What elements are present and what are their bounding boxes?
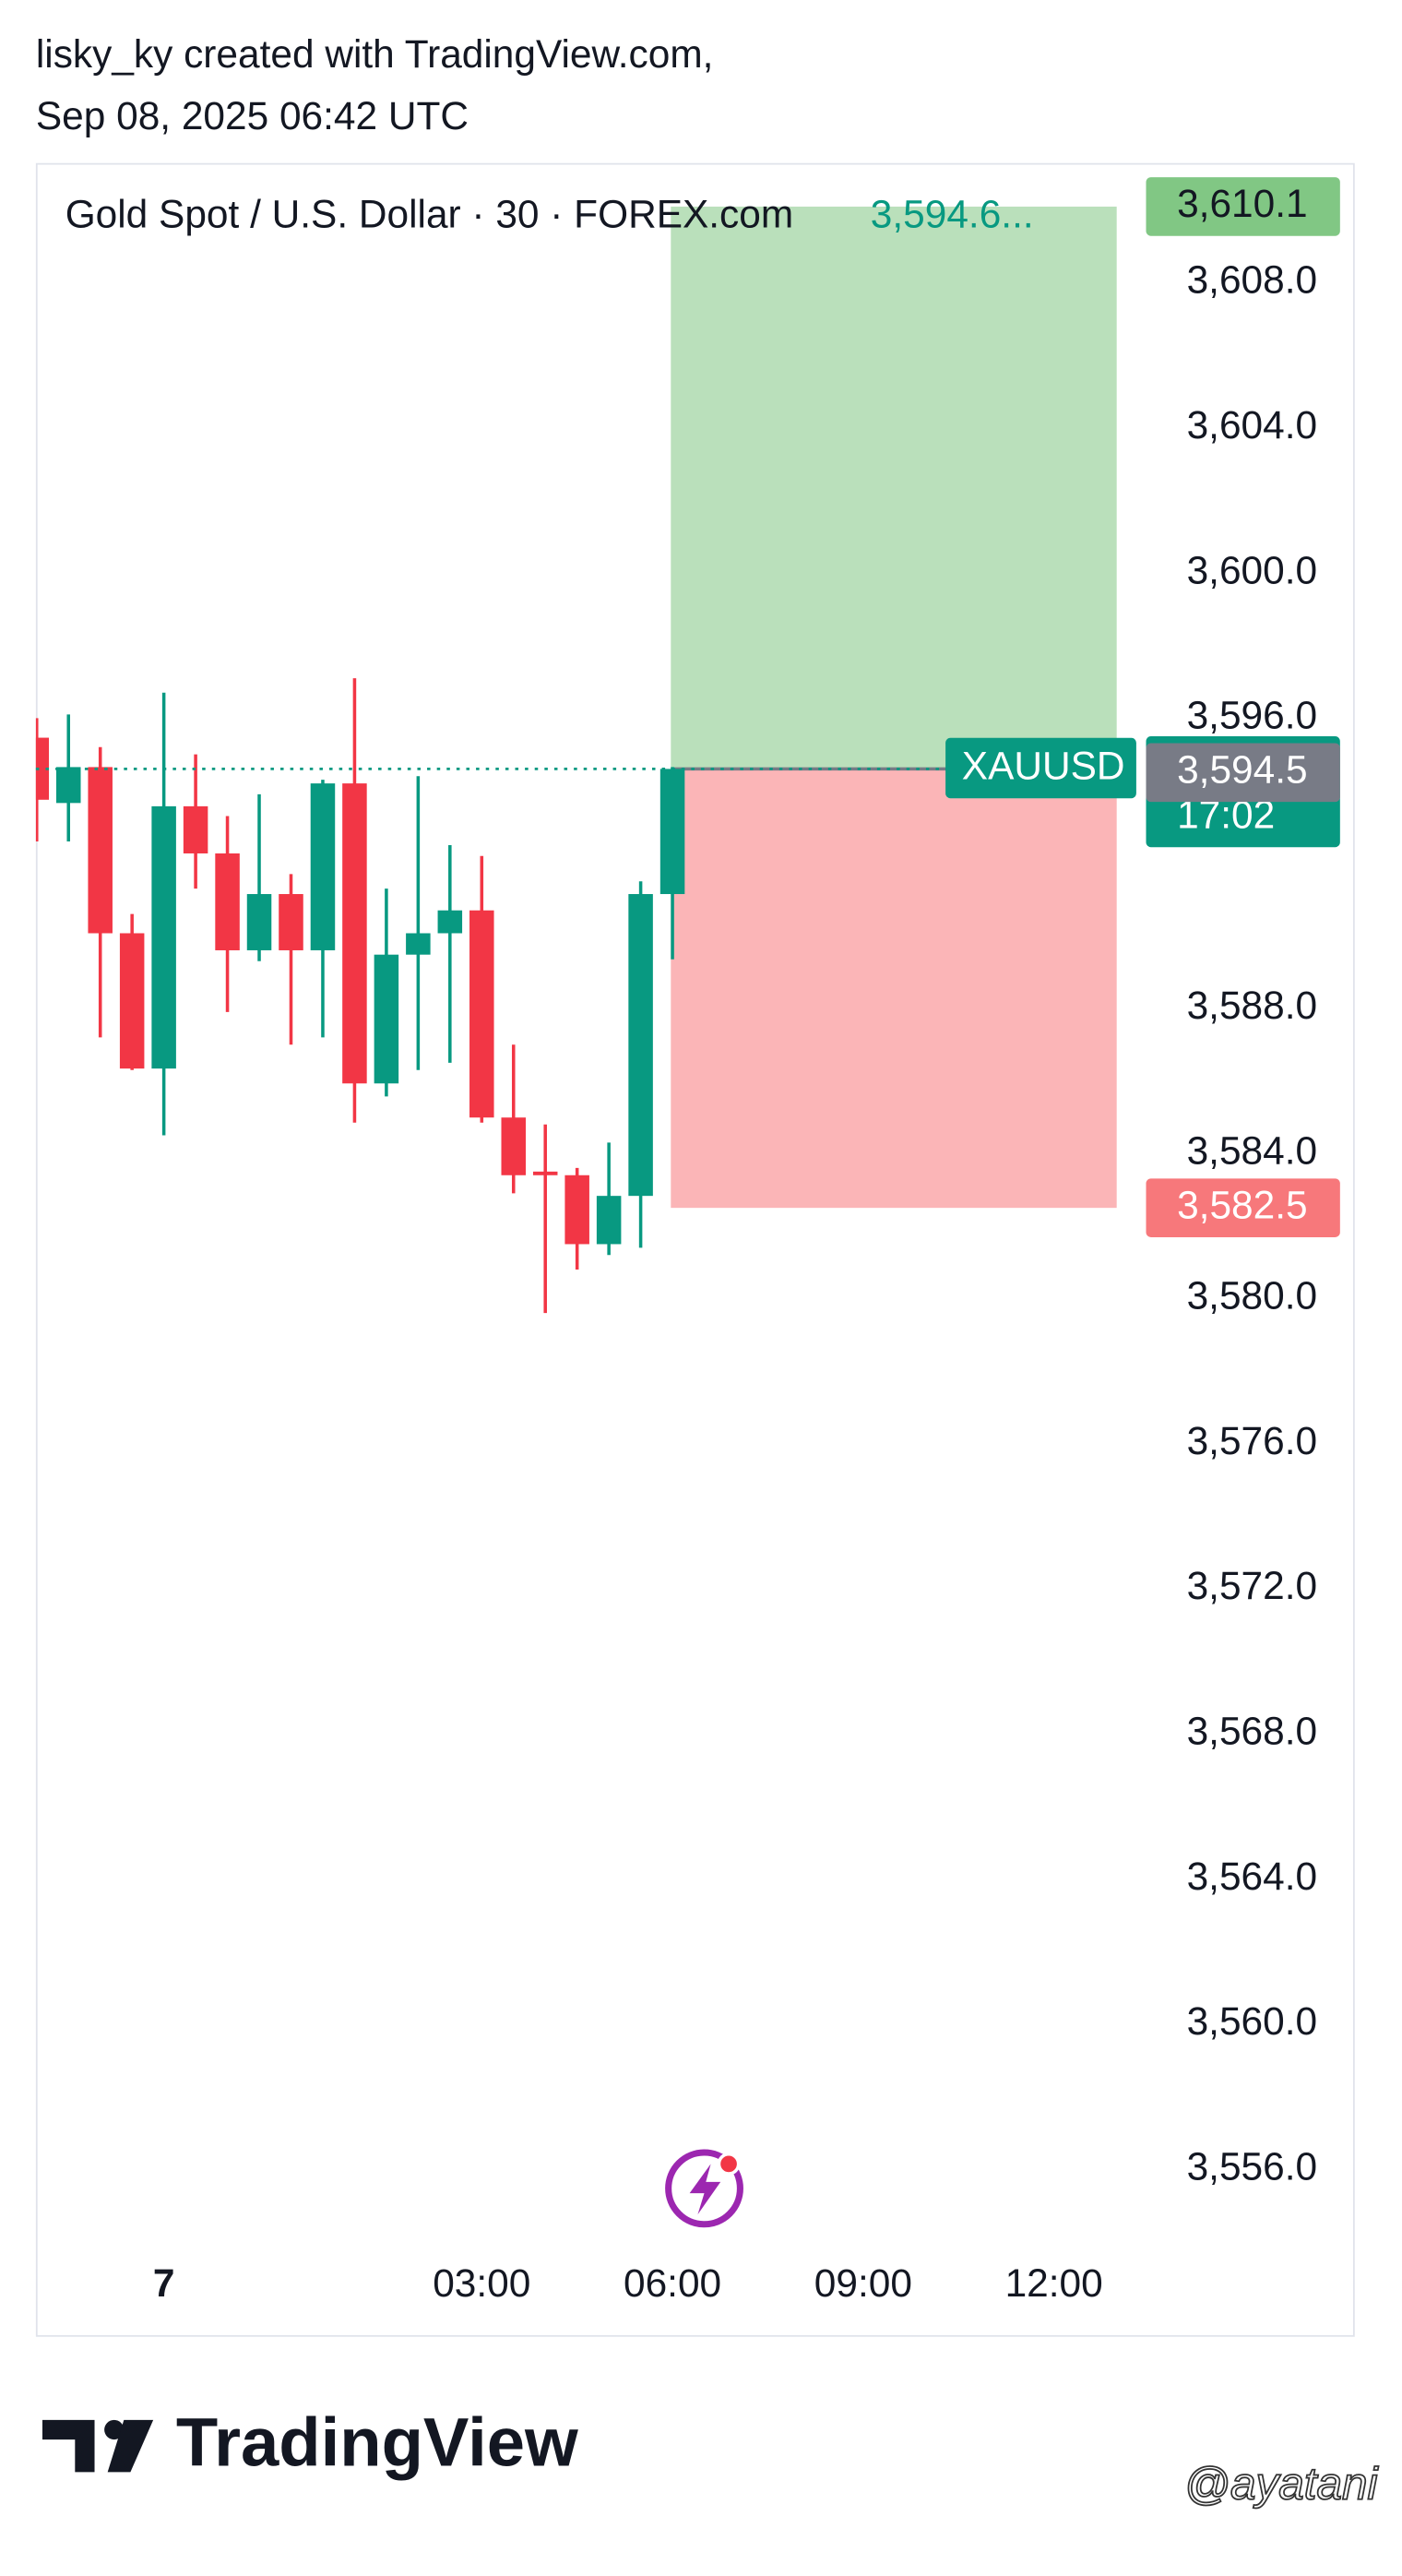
y-tick-label: 3,600.0 xyxy=(1187,548,1318,591)
candle-body xyxy=(55,767,81,804)
candle-body xyxy=(437,910,463,934)
candle-body xyxy=(215,853,240,950)
legend-value: 3,594.6... xyxy=(871,192,1034,235)
y-tick-label: 3,576.0 xyxy=(1187,1419,1318,1462)
x-tick-label: 12:00 xyxy=(1005,2261,1103,2305)
symbol-label: XAUUSD xyxy=(962,745,1125,788)
x-tick-label: 06:00 xyxy=(624,2261,721,2305)
candle-body xyxy=(596,1196,622,1245)
candle-body xyxy=(246,894,272,950)
alert-icon xyxy=(665,2149,743,2228)
candle-body xyxy=(501,1117,527,1175)
y-tick-label: 3,584.0 xyxy=(1187,1128,1318,1172)
y-tick-label: 3,580.0 xyxy=(1187,1274,1318,1318)
candle-body xyxy=(469,910,494,1118)
price-badge xyxy=(1146,743,1340,803)
y-tick-label: 3,572.0 xyxy=(1187,1564,1318,1607)
y-tick-label: 3,588.0 xyxy=(1187,984,1318,1027)
candle-body xyxy=(564,1175,589,1245)
candle-body xyxy=(342,783,367,1084)
candle-body xyxy=(183,805,208,853)
y-tick-label: 3,556.0 xyxy=(1187,2144,1318,2188)
x-tick-label: 7 xyxy=(153,2261,175,2305)
watermark: @ayatani xyxy=(1184,2458,1380,2509)
candle-body xyxy=(374,954,399,1084)
candles xyxy=(35,678,685,1314)
chart-frame xyxy=(35,162,1355,2337)
legend-title: Gold Spot / U.S. Dollar · 30 · FOREX.com xyxy=(65,192,793,235)
price-badge-label: 3,610.1 xyxy=(1177,182,1308,225)
y-tick-label: 3,608.0 xyxy=(1187,258,1318,302)
candle-body xyxy=(88,767,113,934)
price-badge xyxy=(1146,1178,1340,1237)
candle-body xyxy=(35,737,50,800)
candle-body xyxy=(628,894,653,1197)
loss-zone xyxy=(671,769,1117,1209)
brand-logo xyxy=(42,2419,154,2473)
y-tick-label: 3,564.0 xyxy=(1187,1854,1318,1898)
candle-body xyxy=(659,769,685,895)
y-tick-label: 3,596.0 xyxy=(1187,694,1318,737)
price-badge-label: 3,594.5 xyxy=(1177,748,1308,792)
header-author: lisky_ky created with TradingView.com, xyxy=(36,32,714,76)
candle-body xyxy=(532,1171,558,1175)
overlays: 3,608.0 3,604.0 3,600.0 3,596.0 3,588.0 3,584… xyxy=(35,177,1340,2305)
candle-body xyxy=(119,933,145,1069)
y-tick-label: 3,560.0 xyxy=(1187,1999,1318,2043)
candle-body xyxy=(151,805,176,1069)
profit-zone xyxy=(671,206,1117,769)
x-tick-label: 09:00 xyxy=(814,2261,912,2305)
candle-body xyxy=(310,783,336,950)
y-tick-label: 3,568.0 xyxy=(1187,1709,1318,1752)
symbol-badge xyxy=(945,737,1136,799)
x-tick-label: 03:00 xyxy=(433,2261,530,2305)
candle-body xyxy=(406,933,431,955)
candle-body xyxy=(279,894,303,950)
brand-name: TradingView xyxy=(176,2404,578,2481)
price-badge-label: 3,582.5 xyxy=(1177,1183,1308,1226)
position-zones xyxy=(671,206,1117,1209)
y-tick-label: 3,604.0 xyxy=(1187,403,1318,447)
header-date: Sep 08, 2025 06:42 UTC xyxy=(36,94,469,137)
price-badge xyxy=(1146,177,1340,236)
